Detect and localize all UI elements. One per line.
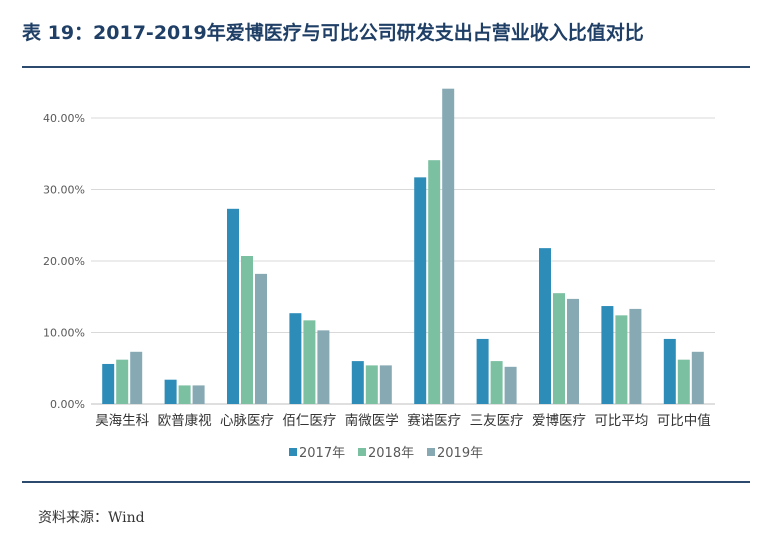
bar-2017年-可比中值 <box>663 338 676 404</box>
bar-2018年-昊海生科 <box>116 359 129 404</box>
y-tick-label: 10.00% <box>43 327 85 340</box>
y-tick-label: 20.00% <box>43 255 85 268</box>
bar-2017年-赛诺医疗 <box>414 177 427 404</box>
bar-2017年-南微医学 <box>351 361 364 404</box>
bar-2017年-三友医疗 <box>476 338 489 404</box>
bar-2018年-佰仁医疗 <box>303 320 316 404</box>
y-tick-label: 30.00% <box>43 184 85 197</box>
bar-2019年-欧普康视 <box>192 385 205 404</box>
bar-2018年-三友医疗 <box>490 361 503 404</box>
bar-2017年-心脉医疗 <box>227 208 239 404</box>
bar-2017年-佰仁医疗 <box>289 313 302 404</box>
x-tick-label: 昊海生科 <box>95 413 149 429</box>
bar-2019年-三友医疗 <box>504 366 517 404</box>
x-tick-label: 南微医学 <box>345 413 399 429</box>
source-note: 资料来源：Wind <box>38 510 145 526</box>
bar-2019年-心脉医疗 <box>255 273 267 404</box>
x-tick-label: 佰仁医疗 <box>282 413 336 429</box>
bar-2018年-南微医学 <box>365 365 378 404</box>
legend-swatch <box>289 448 297 456</box>
bar-2017年-昊海生科 <box>102 363 115 404</box>
chart-title: 表 19：2017-2019年爱博医疗与可比公司研发支出占营业收入比值对比 <box>22 22 644 44</box>
x-tick-label: 爱博医疗 <box>532 412 586 429</box>
bar-2018年-心脉医疗 <box>241 255 253 404</box>
legend-swatch <box>358 448 366 456</box>
bar-2018年-欧普康视 <box>178 385 191 404</box>
bar-2019年-佰仁医疗 <box>317 330 330 404</box>
bar-2019年-可比平均 <box>629 308 642 404</box>
x-tick-label: 三友医疗 <box>470 413 524 429</box>
bar-2019年-赛诺医疗 <box>442 88 455 404</box>
x-tick-label: 可比平均 <box>594 413 648 429</box>
bar-2018年-可比中值 <box>677 359 690 404</box>
bar-2018年-赛诺医疗 <box>428 160 441 404</box>
bar-2019年-可比中值 <box>691 351 704 404</box>
bar-2018年-爱博医疗 <box>553 293 565 404</box>
bar-2019年-南微医学 <box>379 365 392 404</box>
bar-2017年-爱博医疗 <box>539 248 551 404</box>
bar-2019年-爱博医疗 <box>567 298 579 404</box>
legend-label: 2018年 <box>368 446 414 461</box>
bar-2017年-可比平均 <box>601 306 614 404</box>
x-tick-label: 心脉医疗 <box>220 413 274 429</box>
bottom-divider <box>22 481 750 483</box>
bar-2019年-昊海生科 <box>130 351 143 404</box>
y-tick-label: 40.00% <box>43 112 85 125</box>
top-divider <box>22 66 750 68</box>
y-tick-label: 0.00% <box>50 398 85 411</box>
x-tick-label: 赛诺医疗 <box>407 413 461 429</box>
bar-2017年-欧普康视 <box>164 379 177 404</box>
legend-swatch <box>427 448 435 456</box>
x-tick-label: 可比中值 <box>657 413 711 429</box>
legend-label: 2017年 <box>299 446 345 461</box>
legend-label: 2019年 <box>437 446 483 461</box>
bar-2018年-可比平均 <box>615 315 628 404</box>
x-tick-label: 欧普康视 <box>158 412 212 429</box>
